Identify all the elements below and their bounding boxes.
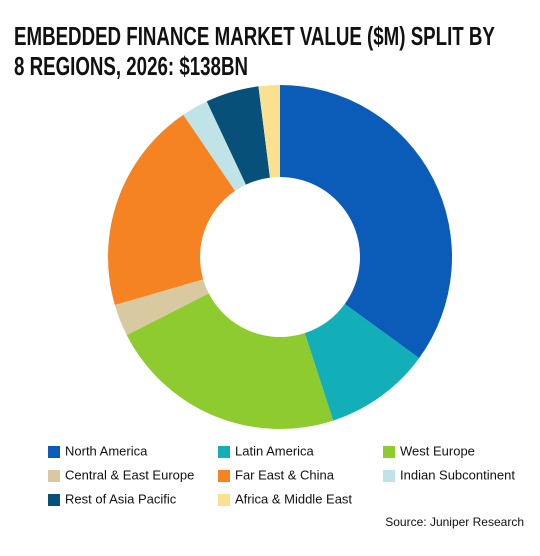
legend-label: Latin America xyxy=(235,443,315,458)
legend-label: Far East & China xyxy=(235,467,335,482)
legend-label: Rest of Asia Pacific xyxy=(65,491,177,506)
legend-swatch xyxy=(48,470,60,482)
legend-swatch xyxy=(48,494,60,506)
chart-title: EMBEDDED FINANCE MARKET VALUE ($M) SPLIT… xyxy=(14,21,495,81)
donut-segment xyxy=(206,86,270,185)
source: Source: Juniper Research xyxy=(385,515,524,529)
donut-segment xyxy=(258,85,280,178)
legend-label: Africa & Middle East xyxy=(235,491,352,506)
legend-swatch xyxy=(383,446,395,458)
donut-segment xyxy=(304,304,420,421)
legend-label: West Europe xyxy=(400,443,475,458)
legend-swatch xyxy=(383,470,395,482)
legend-swatch xyxy=(218,470,230,482)
donut-segment xyxy=(126,293,334,429)
legend-label: Central & East Europe xyxy=(65,467,194,482)
donut-segment xyxy=(280,85,452,359)
legend-label: Indian Subcontinent xyxy=(400,467,515,482)
legend-label: North America xyxy=(65,443,148,458)
legend-swatch xyxy=(218,494,230,506)
donut-segment xyxy=(183,101,246,191)
donut-segment xyxy=(107,114,236,305)
legend-swatch xyxy=(218,446,230,458)
donut-segment xyxy=(114,279,209,336)
legend-swatch xyxy=(48,446,60,458)
title-group: EMBEDDED FINANCE MARKET VALUE ($M) SPLIT… xyxy=(14,21,495,81)
